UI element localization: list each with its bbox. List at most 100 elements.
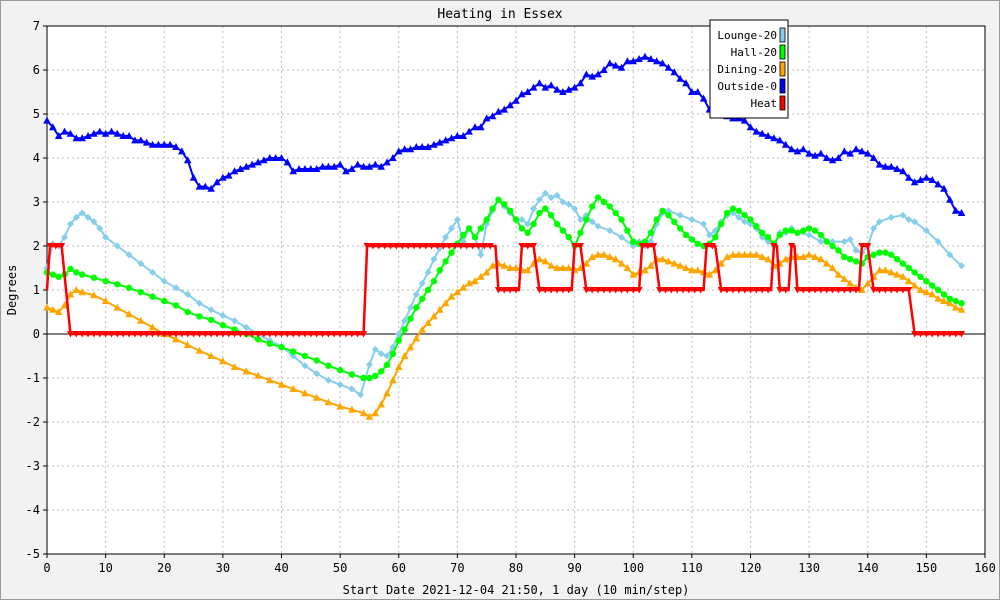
data-point (958, 262, 966, 270)
data-point (336, 160, 344, 168)
data-point (747, 216, 754, 223)
data-point (829, 242, 836, 250)
data-point (852, 258, 860, 265)
data-point (78, 209, 86, 217)
data-point (160, 277, 168, 285)
data-point (149, 331, 157, 338)
data-point (524, 220, 532, 228)
data-point (638, 243, 646, 250)
data-point (72, 213, 80, 221)
legend-label: Heat (751, 97, 778, 110)
data-point (752, 250, 761, 258)
data-point (576, 79, 585, 87)
data-point (84, 132, 92, 139)
data-point (588, 218, 596, 226)
data-point (635, 287, 643, 294)
data-point (441, 136, 450, 144)
data-point (418, 325, 426, 333)
data-point (594, 287, 602, 294)
data-point (406, 304, 414, 312)
data-point (799, 287, 807, 294)
data-point (453, 132, 462, 139)
data-point (248, 331, 256, 338)
data-point (952, 331, 960, 338)
data-point (741, 218, 749, 226)
data-point (348, 405, 356, 413)
data-point (618, 287, 626, 294)
data-point (682, 264, 690, 271)
data-point (928, 176, 937, 183)
data-point (957, 209, 966, 216)
data-point (564, 85, 573, 93)
data-point (401, 326, 408, 333)
x-tick-label: 130 (798, 561, 820, 575)
data-point (172, 331, 180, 338)
legend-swatch (779, 95, 786, 111)
data-point (428, 243, 436, 250)
data-point (447, 134, 456, 142)
data-point (430, 140, 438, 148)
data-point (301, 389, 309, 397)
data-point (717, 287, 725, 294)
data-point (500, 105, 509, 113)
data-point (172, 284, 180, 292)
data-point (290, 348, 297, 355)
data-point (324, 398, 333, 406)
data-point (794, 229, 801, 236)
data-point (817, 287, 825, 294)
data-point (928, 290, 937, 298)
data-point (547, 194, 555, 202)
data-point (312, 165, 321, 172)
data-point (934, 294, 942, 302)
data-point (708, 243, 716, 250)
data-point (178, 147, 186, 155)
data-point (629, 270, 638, 278)
data-point (413, 304, 420, 311)
data-point (876, 249, 883, 256)
data-point (881, 266, 890, 274)
data-point (401, 317, 409, 325)
x-tick-label: 140 (857, 561, 879, 575)
data-point (266, 331, 274, 338)
data-point (793, 287, 801, 294)
x-tick-label: 150 (916, 561, 938, 575)
data-point (916, 176, 925, 183)
data-point (72, 331, 80, 338)
data-point (735, 213, 743, 221)
data-point (759, 229, 766, 236)
data-point (72, 286, 81, 293)
x-tick-label: 80 (509, 561, 523, 575)
data-point (805, 225, 813, 232)
data-point (606, 59, 614, 67)
data-point (700, 220, 708, 228)
data-point (148, 323, 157, 331)
data-point (946, 299, 954, 307)
data-point (553, 191, 561, 199)
data-point (858, 147, 866, 155)
data-point (439, 243, 447, 250)
data-point (524, 243, 532, 250)
y-tick-label: 5 (33, 107, 40, 121)
data-point (570, 83, 579, 91)
data-point (875, 160, 884, 168)
data-point (172, 335, 180, 343)
data-point (219, 312, 227, 320)
data-point (289, 385, 298, 392)
data-point (96, 224, 104, 232)
data-point (161, 297, 168, 305)
data-point (342, 167, 350, 175)
data-point (559, 198, 567, 206)
data-point (424, 286, 432, 294)
y-tick-label: -3 (26, 459, 40, 473)
data-point (330, 162, 339, 170)
data-point (582, 287, 590, 294)
data-point (518, 225, 526, 232)
data-point (84, 331, 92, 338)
data-point (166, 331, 174, 338)
data-point (817, 149, 825, 157)
series-layer (43, 52, 966, 420)
data-point (412, 290, 420, 298)
data-point (400, 145, 409, 153)
data-point (547, 81, 555, 89)
data-point (435, 305, 444, 313)
